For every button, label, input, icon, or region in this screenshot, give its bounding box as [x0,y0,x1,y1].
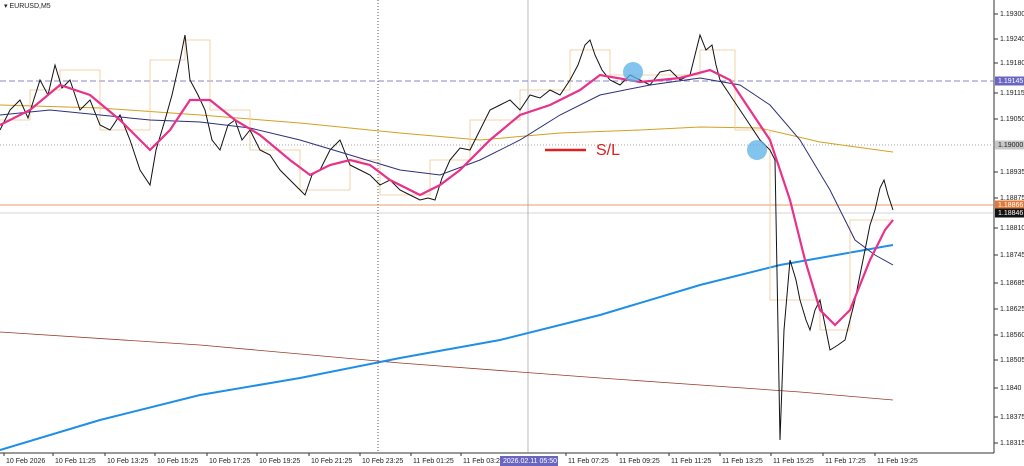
price-label: 1.18560 [1000,332,1024,339]
price-badge [995,140,1024,150]
price-label: 1.19180 [1000,60,1024,67]
time-label: 10 Feb 15:25 [157,458,198,465]
time-label: 11 Feb 13:25 [722,458,763,465]
price-label: 1.18810 [1000,225,1024,232]
symbol-label: ▾ EURUSD,M5 [4,3,51,10]
price-label: 1.18315 [1000,440,1024,447]
price-label: 1.19300 [1000,11,1024,18]
price-badge [995,208,1024,218]
price-axis: 1.19300 1.19240 1.19180 1.19115 1.19050 1.189… [994,11,1024,447]
symbol: EURUSD,M5 [9,3,50,10]
price-label: 1.19115 [1000,90,1024,97]
sl-label: S/L [596,142,620,159]
price-badge [995,76,1024,86]
time-label: 11 Feb 19:25 [877,458,918,465]
price-label: 1.1840 [1000,385,1022,392]
time-label: 10 Feb 2026 [6,458,45,465]
time-label: 10 Feb 13:25 [107,458,148,465]
time-label: 10 Feb 11:25 [55,458,96,465]
time-label: 11 Feb 15:25 [773,458,814,465]
price-badge-label: 1.18866 [998,202,1023,209]
price-bars [0,33,894,441]
price-label: 1.18685 [1000,280,1024,287]
price-label: 1.18875 [1000,195,1024,202]
ma-navy [0,77,894,266]
price-label: 1.19050 [1000,116,1024,123]
price-badge-label: 1.18846 [998,210,1023,217]
time-label: 10 Feb 17:25 [209,458,250,465]
cursor-label: 2026.02.11 05:50 [503,458,557,465]
price-badge-label: 1.19145 [998,78,1023,85]
time-label: 11 Feb 11:25 [671,458,711,465]
price-label: 1.18745 [1000,252,1024,259]
price-label: 1.18505 [1000,357,1024,364]
time-label: 11 Feb 03:25 [463,458,504,465]
price-badge [995,200,1024,210]
time-label: 10 Feb 19:25 [259,458,300,465]
time-label: 10 Feb 23:25 [362,458,403,465]
ma-pink [0,68,894,327]
price-label: 1.19240 [1000,36,1024,43]
cursor-badge [500,456,558,466]
ma-blue [0,244,894,451]
heikin-boxes [0,39,893,331]
ma-brown [0,331,894,401]
time-label: 10 Feb 21:25 [311,458,352,465]
entry-marker[interactable] [623,62,643,82]
price-label: 1.18375 [1000,414,1024,421]
price-label: 1.18625 [1000,306,1024,313]
time-label: 11 Feb 07:25 [568,458,609,465]
price-badge-label: 1.19000 [998,142,1023,149]
time-axis: 10 Feb 2026 10 Feb 11:25 10 Feb 13:25 10 Fe… [3,453,918,466]
price-label: 1.18935 [1000,169,1024,176]
time-label: 11 Feb 01:25 [413,458,454,465]
time-label: 11 Feb 09:25 [619,458,660,465]
time-label: 11 Feb 17:25 [825,458,866,465]
exit-marker[interactable] [747,140,767,160]
